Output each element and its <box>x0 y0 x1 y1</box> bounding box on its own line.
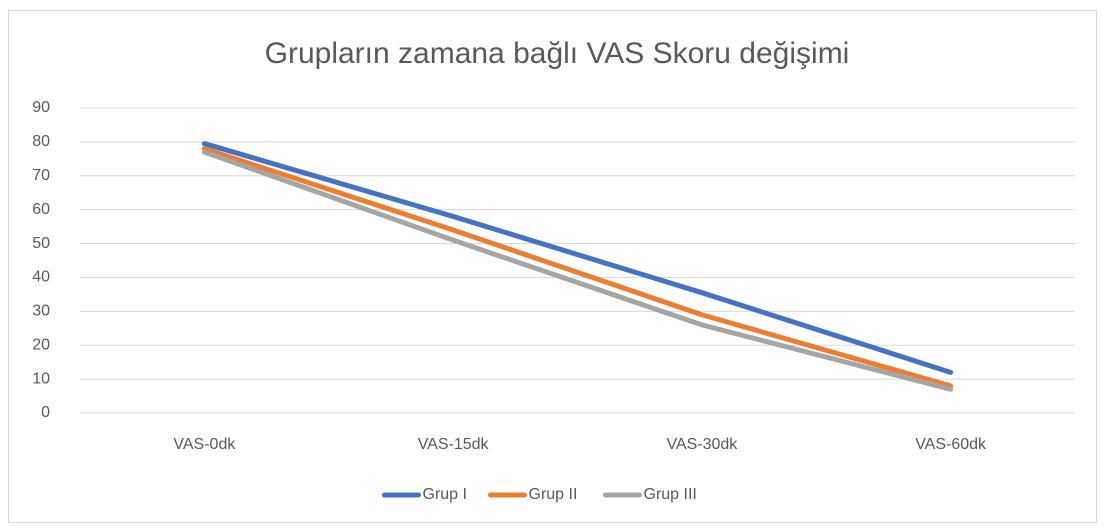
y-tick-label: 10 <box>32 370 50 387</box>
legend-label: Grup I <box>423 486 467 503</box>
series-line <box>201 146 954 389</box>
x-tick-label: VAS-60dk <box>915 436 987 453</box>
x-tick-label: VAS-30dk <box>666 436 738 453</box>
legend-label: Grup II <box>529 486 578 503</box>
y-tick-label: 50 <box>32 235 50 252</box>
x-tick-label: VAS-15dk <box>418 436 490 453</box>
y-tick-label: 60 <box>32 201 50 218</box>
y-tick-label: 80 <box>32 133 50 150</box>
y-tick-label: 70 <box>32 167 50 184</box>
y-tick-label: 30 <box>32 303 50 320</box>
x-tick-label: VAS-0dk <box>173 436 236 453</box>
y-tick-label: 0 <box>41 404 50 421</box>
chart-title: Grupların zamana bağlı VAS Skoru değişim… <box>265 37 850 70</box>
series-line <box>201 149 954 392</box>
y-tick-label: 20 <box>32 336 50 353</box>
y-tick-label: 90 <box>32 99 50 116</box>
series-line <box>201 141 954 375</box>
legend-label: Grup III <box>644 486 697 503</box>
chart-border <box>8 10 1097 523</box>
y-tick-label: 40 <box>32 269 50 286</box>
